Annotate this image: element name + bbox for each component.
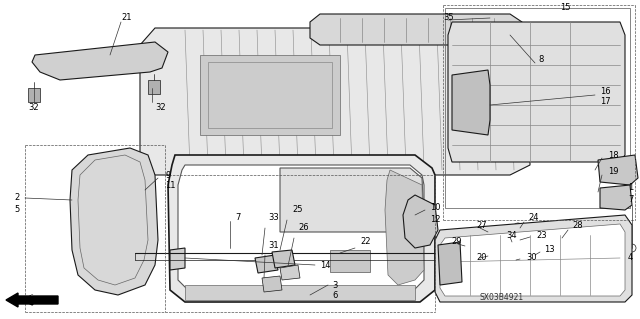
Text: 32: 32 <box>155 102 166 112</box>
Polygon shape <box>272 250 295 268</box>
Polygon shape <box>262 276 282 292</box>
Text: 5: 5 <box>14 205 19 214</box>
Polygon shape <box>600 185 632 210</box>
Text: 24: 24 <box>528 213 538 222</box>
Text: 4: 4 <box>628 254 633 263</box>
Polygon shape <box>598 155 638 185</box>
Circle shape <box>79 222 85 228</box>
Polygon shape <box>168 155 435 302</box>
Text: 10: 10 <box>430 204 440 212</box>
Circle shape <box>227 244 234 251</box>
Polygon shape <box>200 55 340 135</box>
Polygon shape <box>330 250 370 272</box>
Text: 30: 30 <box>526 254 536 263</box>
Text: 9: 9 <box>165 170 170 180</box>
Text: 32: 32 <box>28 103 38 113</box>
Text: 3: 3 <box>332 280 337 290</box>
Text: 15: 15 <box>560 4 570 12</box>
Polygon shape <box>178 165 424 292</box>
Polygon shape <box>448 22 625 162</box>
Text: 2: 2 <box>14 194 19 203</box>
Text: 1: 1 <box>628 183 633 192</box>
Polygon shape <box>512 250 530 266</box>
Text: 23: 23 <box>536 231 547 240</box>
Circle shape <box>500 227 510 237</box>
Polygon shape <box>140 28 530 175</box>
Polygon shape <box>32 42 168 80</box>
Text: 29: 29 <box>451 238 461 247</box>
Circle shape <box>513 223 523 233</box>
Text: 17: 17 <box>600 98 611 107</box>
FancyArrow shape <box>6 293 58 307</box>
Text: 7: 7 <box>628 196 634 204</box>
Text: FR.: FR. <box>29 295 47 305</box>
Text: 34: 34 <box>506 231 516 240</box>
Text: 12: 12 <box>430 216 440 225</box>
Polygon shape <box>438 242 462 285</box>
Text: 26: 26 <box>298 224 308 233</box>
Polygon shape <box>310 14 522 45</box>
Text: 7: 7 <box>235 213 241 222</box>
Bar <box>445 8 630 208</box>
Text: 27: 27 <box>476 220 486 229</box>
Text: 16: 16 <box>600 87 611 97</box>
Polygon shape <box>488 230 502 244</box>
Text: 31: 31 <box>268 241 278 249</box>
Polygon shape <box>280 265 300 280</box>
Circle shape <box>79 242 85 248</box>
Circle shape <box>515 243 525 253</box>
Text: 14: 14 <box>320 261 330 270</box>
Polygon shape <box>70 148 158 295</box>
Text: 19: 19 <box>608 167 618 176</box>
Text: 21: 21 <box>121 13 131 23</box>
Polygon shape <box>403 195 438 248</box>
Text: 25: 25 <box>292 205 303 214</box>
Polygon shape <box>440 224 625 296</box>
Circle shape <box>628 244 636 252</box>
Polygon shape <box>465 238 488 258</box>
Circle shape <box>79 202 85 208</box>
Text: 13: 13 <box>544 246 555 255</box>
Polygon shape <box>452 70 490 135</box>
Circle shape <box>79 262 85 268</box>
Circle shape <box>596 264 604 272</box>
Circle shape <box>527 230 537 240</box>
Polygon shape <box>435 215 632 302</box>
Polygon shape <box>148 80 160 94</box>
Polygon shape <box>185 285 415 300</box>
Text: 33: 33 <box>268 213 279 222</box>
Text: 22: 22 <box>360 238 371 247</box>
Polygon shape <box>488 250 504 264</box>
Text: 11: 11 <box>165 181 175 189</box>
Text: 28: 28 <box>572 220 582 229</box>
Text: 8: 8 <box>538 56 543 64</box>
Circle shape <box>516 264 524 272</box>
Circle shape <box>476 264 484 272</box>
Text: 6: 6 <box>332 291 337 300</box>
Circle shape <box>556 264 564 272</box>
Polygon shape <box>280 168 424 232</box>
Text: 20: 20 <box>476 254 486 263</box>
Polygon shape <box>170 248 185 270</box>
Polygon shape <box>255 255 278 273</box>
Polygon shape <box>548 228 575 255</box>
Polygon shape <box>385 170 424 285</box>
Polygon shape <box>28 88 40 102</box>
Text: 18: 18 <box>608 151 619 160</box>
Text: SX03B4921: SX03B4921 <box>480 293 524 302</box>
Text: 35: 35 <box>443 13 454 23</box>
